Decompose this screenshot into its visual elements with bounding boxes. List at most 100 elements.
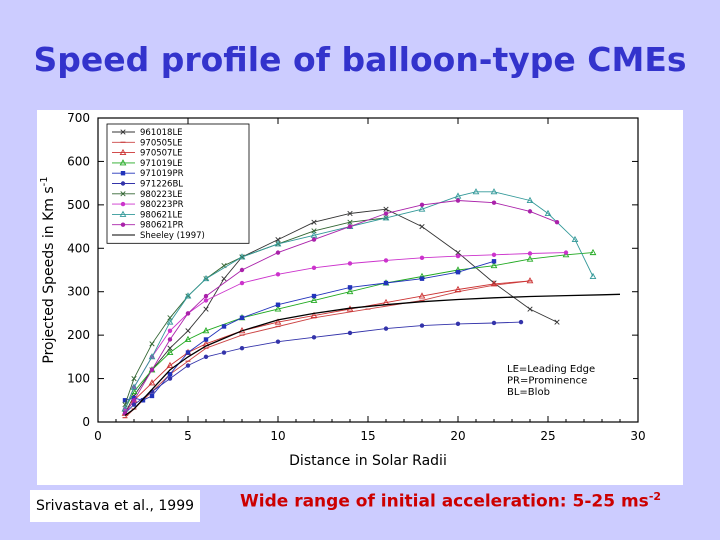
data-point — [544, 209, 552, 216]
x-tick-label: 0 — [94, 429, 102, 443]
data-point — [167, 337, 173, 342]
x-tick-label: 30 — [630, 429, 645, 443]
data-point — [119, 159, 127, 166]
figure-panel: 0 5 10 15 20 25 30 0 100 200 300 400 500 600 700 Distan… — [37, 110, 683, 485]
y-axis-label-exponent: -1 — [39, 176, 50, 186]
data-point — [238, 253, 246, 260]
legend-label: 970505LE — [140, 138, 183, 148]
data-point — [167, 376, 173, 381]
legend-entry: 980621PR — [112, 221, 184, 231]
data-point — [275, 250, 281, 255]
series-line — [124, 293, 621, 417]
data-point — [239, 280, 245, 286]
data-point — [131, 402, 137, 407]
citation-text: Srivastava et al., 1999 — [35, 498, 195, 514]
data-point — [554, 319, 560, 325]
x-tick-label: 10 — [270, 429, 285, 443]
acceleration-note-text: Wide range of initial acceleration: 5-25… — [240, 491, 649, 512]
data-point — [221, 350, 227, 355]
data-point — [310, 296, 318, 303]
legend-label: 980223LE — [140, 190, 183, 200]
data-point — [184, 292, 192, 299]
data-point — [202, 274, 210, 282]
data-point — [120, 191, 126, 197]
data-point — [119, 210, 127, 217]
speed-profile-chart: 0 5 10 15 20 25 300100200300400500600700Distan… — [39, 111, 646, 469]
data-point — [166, 318, 174, 325]
data-point — [275, 339, 281, 344]
data-point — [203, 298, 209, 303]
data-point — [347, 210, 353, 217]
series-971019pr — [122, 259, 497, 403]
data-point — [130, 383, 138, 390]
data-point — [383, 280, 389, 286]
data-point — [311, 219, 317, 225]
data-point — [120, 222, 126, 227]
data-point — [310, 231, 318, 238]
data-point — [455, 198, 461, 203]
annotation-box — [503, 360, 633, 402]
data-point — [455, 269, 461, 275]
y-tick-label: 600 — [67, 154, 90, 168]
data-point — [167, 328, 173, 333]
series-980223pr — [122, 250, 569, 412]
data-point — [419, 323, 425, 328]
legend-label: 971019LE — [140, 159, 183, 169]
series-971226bl — [122, 319, 524, 416]
data-point — [203, 293, 209, 299]
y-tick-label: 400 — [67, 241, 90, 255]
slide-title: Speed profile of balloon-type CMEs — [33, 40, 687, 79]
legend-label: 980223PR — [140, 200, 184, 210]
legend-entry: 971226BL — [112, 180, 183, 190]
data-point — [554, 220, 560, 225]
series-line — [124, 252, 594, 410]
data-point — [383, 258, 389, 263]
data-point — [185, 328, 191, 334]
data-point — [311, 265, 317, 271]
data-point — [184, 335, 192, 342]
data-point — [120, 171, 126, 176]
data-point — [455, 253, 461, 259]
data-point — [490, 188, 498, 195]
legend-entry: 970505LE — [112, 138, 183, 148]
data-point — [119, 148, 127, 156]
data-point — [491, 252, 497, 257]
y-axis-label-text: Projected Speeds in Km s — [41, 186, 57, 363]
legend-label: Sheeley (1997) — [140, 231, 205, 241]
data-point — [221, 276, 227, 282]
y-tick-label: 200 — [67, 328, 90, 342]
data-point — [202, 327, 210, 334]
data-point — [419, 276, 425, 281]
data-point — [571, 235, 579, 243]
data-point — [455, 321, 461, 327]
data-point — [518, 319, 524, 325]
data-point — [311, 335, 317, 340]
data-point — [419, 255, 425, 261]
data-point — [311, 293, 317, 299]
data-point — [149, 341, 155, 347]
data-point — [347, 224, 353, 229]
legend-entry: 971019LE — [112, 159, 183, 169]
y-tick-label: 100 — [67, 372, 90, 386]
data-point — [185, 363, 191, 368]
data-point — [140, 398, 146, 403]
x-tick-label: 25 — [540, 429, 555, 443]
annotation-line: PR=Prominence — [507, 376, 587, 387]
y-tick-label: 300 — [67, 285, 90, 299]
acceleration-note: Wide range of initial acceleration: 5-25… — [240, 490, 661, 512]
data-point — [275, 272, 281, 277]
data-point — [131, 375, 137, 382]
data-point — [347, 261, 353, 266]
x-tick-label: 5 — [184, 429, 192, 443]
data-point — [275, 236, 281, 243]
data-point — [121, 405, 129, 412]
data-point — [382, 214, 390, 221]
series-line — [124, 321, 522, 414]
data-point — [589, 248, 597, 256]
data-point — [203, 354, 209, 360]
data-point — [491, 259, 497, 264]
data-point — [491, 320, 497, 326]
data-point — [454, 192, 462, 199]
series-line — [124, 280, 531, 419]
data-point — [589, 272, 597, 279]
